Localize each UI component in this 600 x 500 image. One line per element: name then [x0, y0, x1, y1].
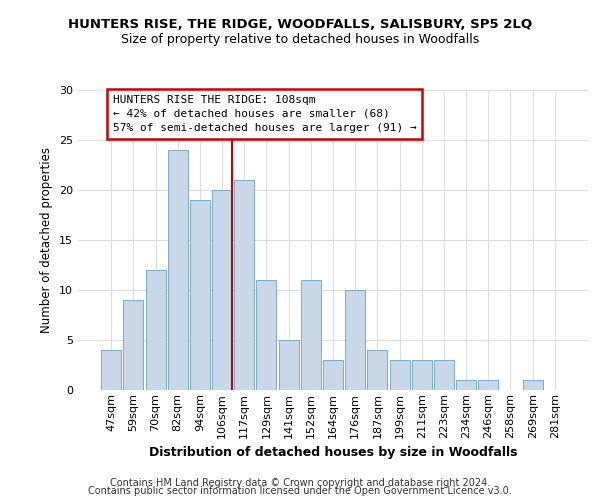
Y-axis label: Number of detached properties: Number of detached properties	[40, 147, 53, 333]
Bar	[523, 380, 542, 390]
Bar	[301, 280, 321, 390]
Text: HUNTERS RISE, THE RIDGE, WOODFALLS, SALISBURY, SP5 2LQ: HUNTERS RISE, THE RIDGE, WOODFALLS, SALI…	[68, 18, 532, 30]
Bar	[367, 350, 388, 390]
Bar	[389, 360, 410, 390]
Bar	[278, 340, 299, 390]
Bar	[434, 360, 454, 390]
Bar	[478, 380, 498, 390]
Bar	[101, 350, 121, 390]
Bar	[146, 270, 166, 390]
Bar	[456, 380, 476, 390]
Text: HUNTERS RISE THE RIDGE: 108sqm
← 42% of detached houses are smaller (68)
57% of : HUNTERS RISE THE RIDGE: 108sqm ← 42% of …	[113, 95, 416, 133]
Text: Contains HM Land Registry data © Crown copyright and database right 2024.: Contains HM Land Registry data © Crown c…	[110, 478, 490, 488]
Text: Contains public sector information licensed under the Open Government Licence v3: Contains public sector information licen…	[88, 486, 512, 496]
Bar	[323, 360, 343, 390]
Bar	[234, 180, 254, 390]
Bar	[212, 190, 232, 390]
Bar	[124, 300, 143, 390]
Bar	[256, 280, 277, 390]
Bar	[345, 290, 365, 390]
Text: Size of property relative to detached houses in Woodfalls: Size of property relative to detached ho…	[121, 32, 479, 46]
Bar	[412, 360, 432, 390]
X-axis label: Distribution of detached houses by size in Woodfalls: Distribution of detached houses by size …	[149, 446, 517, 459]
Bar	[168, 150, 188, 390]
Bar	[190, 200, 210, 390]
